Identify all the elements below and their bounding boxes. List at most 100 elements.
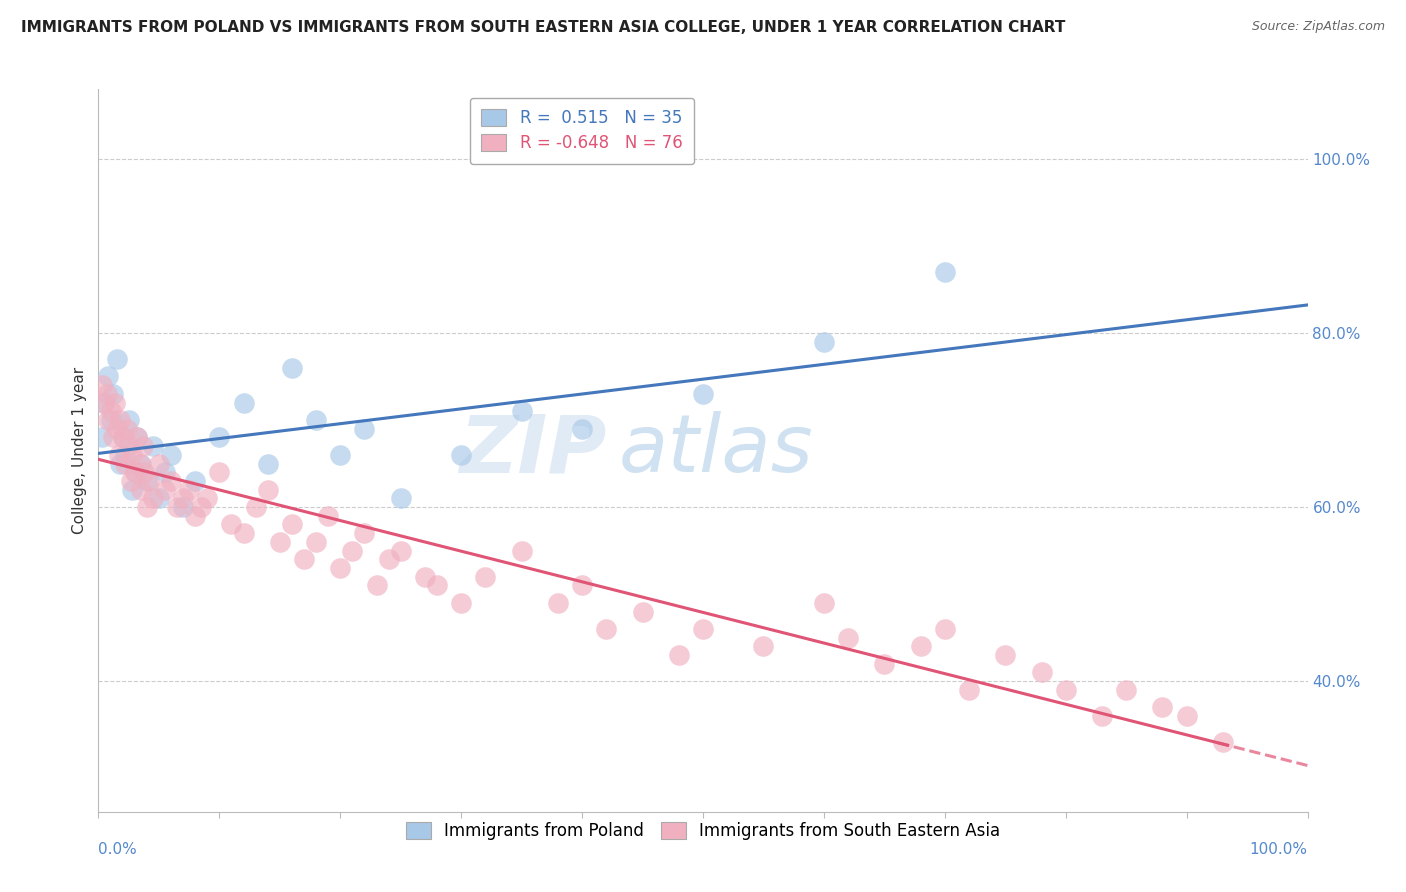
Point <box>221 517 243 532</box>
Point <box>292 552 315 566</box>
Point <box>474 570 496 584</box>
Point <box>353 422 375 436</box>
Point <box>91 378 114 392</box>
Point <box>138 474 160 488</box>
Point <box>547 596 569 610</box>
Point <box>389 491 412 506</box>
Point <box>101 387 124 401</box>
Point <box>1091 709 1114 723</box>
Point <box>108 413 131 427</box>
Point <box>142 439 165 453</box>
Text: 0.0%: 0.0% <box>98 842 138 857</box>
Point <box>450 596 472 610</box>
Point <box>114 457 136 471</box>
Point <box>100 413 122 427</box>
Point <box>329 448 352 462</box>
Point <box>256 483 278 497</box>
Point <box>118 439 141 453</box>
Y-axis label: College, Under 1 year: College, Under 1 year <box>72 367 87 534</box>
Point <box>111 430 134 444</box>
Point <box>148 491 170 506</box>
Point <box>316 508 339 523</box>
Point <box>132 439 155 453</box>
Point <box>108 457 131 471</box>
Point <box>100 404 122 418</box>
Point <box>104 395 127 409</box>
Text: atlas: atlas <box>619 411 813 490</box>
Point <box>1152 700 1174 714</box>
Point <box>134 465 156 479</box>
Point <box>994 648 1017 662</box>
Point <box>281 517 304 532</box>
Point <box>329 561 352 575</box>
Legend: Immigrants from Poland, Immigrants from South Eastern Asia: Immigrants from Poland, Immigrants from … <box>399 815 1007 847</box>
Point <box>105 352 128 367</box>
Point <box>571 578 593 592</box>
Text: 100.0%: 100.0% <box>1250 842 1308 857</box>
Point <box>179 483 201 497</box>
Point <box>208 430 231 444</box>
Point <box>910 640 932 654</box>
Point <box>114 448 136 462</box>
Point <box>172 500 194 514</box>
Point <box>93 395 115 409</box>
Point <box>111 430 134 444</box>
Point <box>124 465 146 479</box>
Point <box>450 448 472 462</box>
Point <box>305 534 328 549</box>
Point <box>353 526 375 541</box>
Point <box>426 578 449 592</box>
Point <box>1031 665 1053 680</box>
Point <box>129 457 152 471</box>
Point <box>281 360 304 375</box>
Point <box>97 369 120 384</box>
Point <box>93 395 115 409</box>
Point <box>184 474 207 488</box>
Point <box>837 631 859 645</box>
Point <box>752 640 775 654</box>
Point <box>128 457 150 471</box>
Point <box>245 500 267 514</box>
Point <box>153 483 176 497</box>
Point <box>129 483 152 497</box>
Point <box>208 465 231 479</box>
Point <box>190 500 212 514</box>
Point <box>121 448 143 462</box>
Point <box>121 483 143 497</box>
Point <box>91 430 114 444</box>
Point <box>934 265 956 279</box>
Point <box>269 534 291 549</box>
Point <box>813 334 835 349</box>
Point <box>1212 735 1234 749</box>
Point <box>118 413 141 427</box>
Point <box>631 605 654 619</box>
Point <box>135 500 157 514</box>
Point <box>160 448 183 462</box>
Point <box>692 387 714 401</box>
Point <box>366 578 388 592</box>
Point <box>377 552 399 566</box>
Point <box>127 430 149 444</box>
Point <box>873 657 896 671</box>
Point <box>124 465 146 479</box>
Point <box>105 422 128 436</box>
Point <box>934 622 956 636</box>
Point <box>413 570 436 584</box>
Point <box>232 395 254 409</box>
Point <box>813 596 835 610</box>
Point <box>160 474 183 488</box>
Point <box>101 430 124 444</box>
Point <box>195 491 218 506</box>
Point <box>957 682 980 697</box>
Point <box>1175 709 1198 723</box>
Point <box>342 543 364 558</box>
Point <box>232 526 254 541</box>
Point <box>117 422 139 436</box>
Point <box>108 448 131 462</box>
Point <box>153 465 176 479</box>
Point <box>305 413 328 427</box>
Point <box>166 500 188 514</box>
Point <box>96 387 118 401</box>
Point <box>595 622 617 636</box>
Point <box>172 491 194 506</box>
